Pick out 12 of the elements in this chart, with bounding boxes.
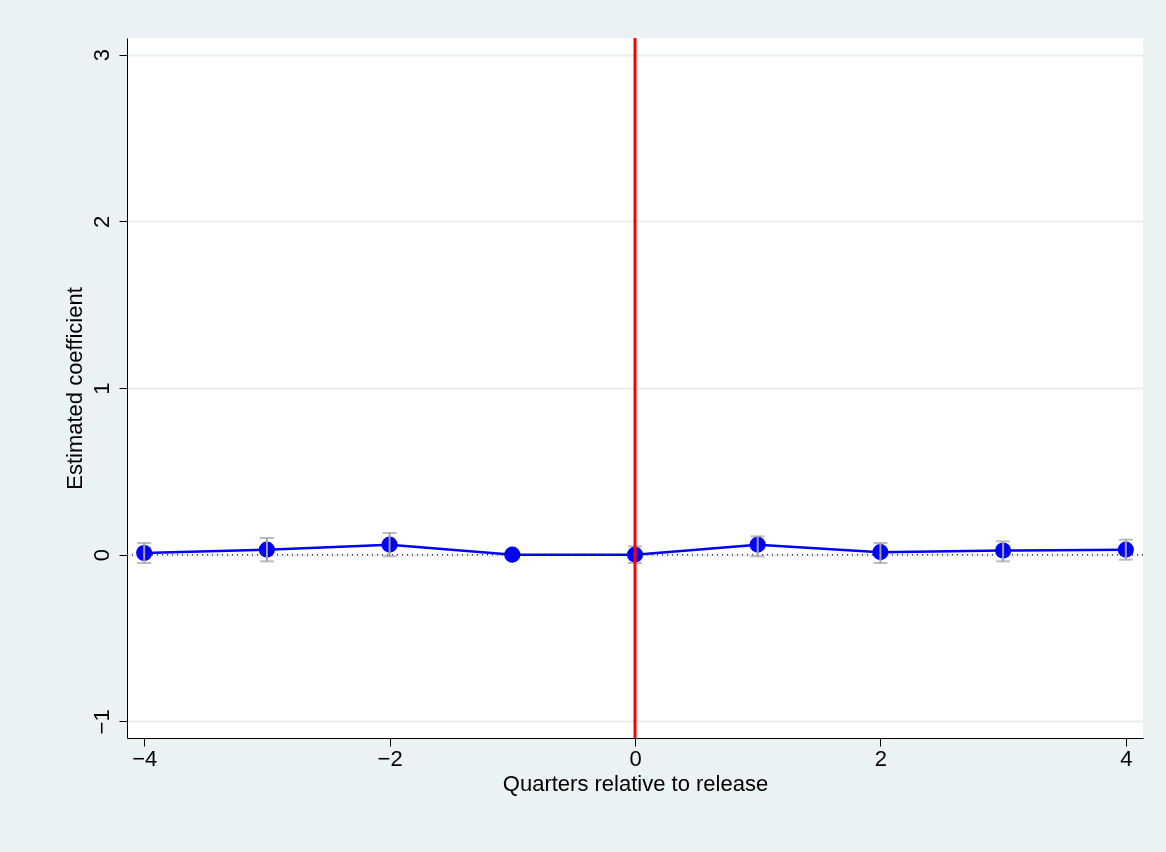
x-tick-label: −4 — [132, 745, 158, 771]
y-tick-label: −1 — [88, 709, 114, 735]
x-tick-label: 4 — [1120, 745, 1133, 771]
x-tick-label: 2 — [874, 745, 888, 771]
y-tick-label: 1 — [88, 382, 114, 395]
y-tick-label: 3 — [88, 49, 114, 62]
y-tick-label: 2 — [88, 215, 114, 228]
x-axis-title: Quarters relative to release — [502, 770, 769, 796]
x-tick-label: −2 — [377, 745, 403, 771]
x-tick-label: 0 — [629, 745, 642, 771]
y-tick-label: 0 — [88, 549, 114, 562]
y-axis-title: Estimated coefficient — [61, 287, 87, 490]
